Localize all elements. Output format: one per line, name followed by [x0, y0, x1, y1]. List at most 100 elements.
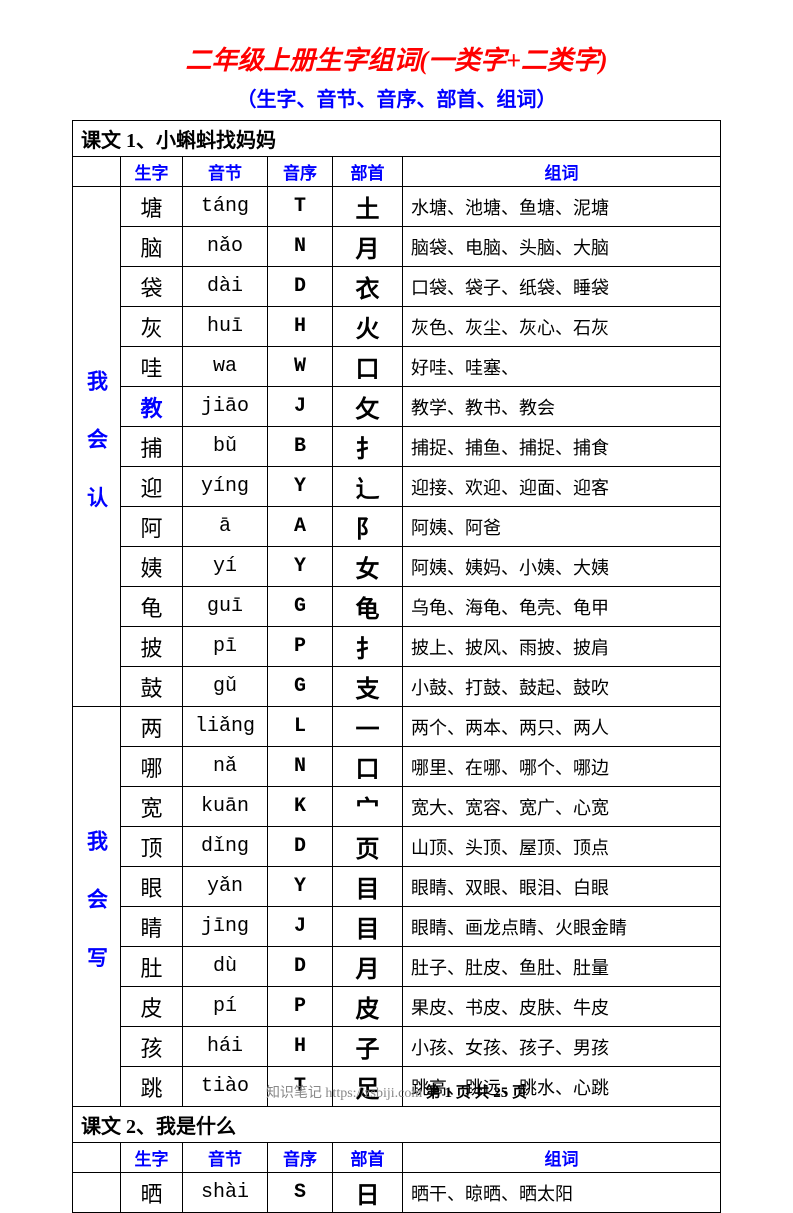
yinxu-cell: N: [268, 227, 333, 267]
bushou-cell: 扌: [333, 427, 403, 467]
bushou-cell: 阝: [333, 507, 403, 547]
shengzi-cell: 肚: [121, 947, 183, 987]
shengzi-cell: 晒: [121, 1173, 183, 1213]
shengzi-cell: 迎: [121, 467, 183, 507]
shengzi-cell: 顶: [121, 827, 183, 867]
yinjie-cell: yíng: [183, 467, 268, 507]
watermark-text: 知识笔记 https://zsbiji.com: [266, 1086, 422, 1101]
zuci-cell: 小鼓、打鼓、鼓起、鼓吹: [403, 667, 721, 707]
yinxu-cell: G: [268, 587, 333, 627]
zuci-cell: 眼睛、双眼、眼泪、白眼: [403, 867, 721, 907]
zuci-cell: 肚子、肚皮、鱼肚、肚量: [403, 947, 721, 987]
bushou-cell: 扌: [333, 627, 403, 667]
group-label: 我 会 写: [73, 707, 121, 1107]
zuci-cell: 水塘、池塘、鱼塘、泥塘: [403, 187, 721, 227]
group-label: 我 会 认: [73, 187, 121, 707]
bushou-cell: 攵: [333, 387, 403, 427]
yinjie-cell: dài: [183, 267, 268, 307]
yinjie-cell: guī: [183, 587, 268, 627]
shengzi-cell: 教: [121, 387, 183, 427]
yinxu-cell: P: [268, 987, 333, 1027]
bushou-cell: 子: [333, 1027, 403, 1067]
yinjie-cell: nǎo: [183, 227, 268, 267]
column-header: 组词: [403, 1143, 721, 1173]
yinjie-cell: jīng: [183, 907, 268, 947]
yinxu-cell: K: [268, 787, 333, 827]
yinxu-cell: H: [268, 1027, 333, 1067]
column-header: 音序: [268, 1143, 333, 1173]
zuci-cell: 阿姨、阿爸: [403, 507, 721, 547]
zuci-cell: 乌龟、海龟、龟壳、龟甲: [403, 587, 721, 627]
bushou-cell: 火: [333, 307, 403, 347]
yinjie-cell: bǔ: [183, 427, 268, 467]
shengzi-cell: 捕: [121, 427, 183, 467]
zuci-cell: 眼睛、画龙点睛、火眼金睛: [403, 907, 721, 947]
shengzi-cell: 眼: [121, 867, 183, 907]
shengzi-cell: 灰: [121, 307, 183, 347]
shengzi-cell: 姨: [121, 547, 183, 587]
shengzi-cell: 睛: [121, 907, 183, 947]
column-header: 部首: [333, 1143, 403, 1173]
shengzi-cell: 披: [121, 627, 183, 667]
yinxu-cell: Y: [268, 467, 333, 507]
shengzi-cell: 鼓: [121, 667, 183, 707]
bushou-cell: 土: [333, 187, 403, 227]
page-number: 第 1 页 共 25 页: [426, 1085, 527, 1101]
column-header: 音节: [183, 157, 268, 187]
shengzi-cell: 塘: [121, 187, 183, 227]
column-header: 生字: [121, 157, 183, 187]
bushou-cell: 一: [333, 707, 403, 747]
bushou-cell: 支: [333, 667, 403, 707]
yinxu-cell: J: [268, 907, 333, 947]
column-header: [73, 1143, 121, 1173]
yinxu-cell: A: [268, 507, 333, 547]
shengzi-cell: 宽: [121, 787, 183, 827]
yinjie-cell: yǎn: [183, 867, 268, 907]
yinxu-cell: T: [268, 187, 333, 227]
yinjie-cell: jiāo: [183, 387, 268, 427]
column-header: 音节: [183, 1143, 268, 1173]
shengzi-cell: 皮: [121, 987, 183, 1027]
shengzi-cell: 脑: [121, 227, 183, 267]
bushou-cell: 女: [333, 547, 403, 587]
yinjie-cell: ā: [183, 507, 268, 547]
yinxu-cell: D: [268, 827, 333, 867]
zuci-cell: 晒干、晾晒、晒太阳: [403, 1173, 721, 1213]
column-header: 部首: [333, 157, 403, 187]
yinxu-cell: D: [268, 947, 333, 987]
shengzi-cell: 两: [121, 707, 183, 747]
yinxu-cell: D: [268, 267, 333, 307]
yinjie-cell: kuān: [183, 787, 268, 827]
zuci-cell: 山顶、头顶、屋顶、顶点: [403, 827, 721, 867]
yinjie-cell: pí: [183, 987, 268, 1027]
shengzi-cell: 龟: [121, 587, 183, 627]
zuci-cell: 脑袋、电脑、头脑、大脑: [403, 227, 721, 267]
yinjie-cell: shài: [183, 1173, 268, 1213]
bushou-cell: 口: [333, 347, 403, 387]
yinjie-cell: yí: [183, 547, 268, 587]
yinxu-cell: Y: [268, 547, 333, 587]
zuci-cell: 披上、披风、雨披、披肩: [403, 627, 721, 667]
yinxu-cell: Y: [268, 867, 333, 907]
yinxu-cell: L: [268, 707, 333, 747]
yinjie-cell: pī: [183, 627, 268, 667]
yinjie-cell: wa: [183, 347, 268, 387]
bushou-cell: 页: [333, 827, 403, 867]
lesson-title: 课文 1、小蝌蚪找妈妈: [73, 121, 721, 157]
yinjie-cell: nǎ: [183, 747, 268, 787]
bushou-cell: 目: [333, 867, 403, 907]
zuci-cell: 口袋、袋子、纸袋、睡袋: [403, 267, 721, 307]
column-header: 音序: [268, 157, 333, 187]
yinxu-cell: W: [268, 347, 333, 387]
bushou-cell: 辶: [333, 467, 403, 507]
yinxu-cell: P: [268, 627, 333, 667]
zuci-cell: 捕捉、捕鱼、捕捉、捕食: [403, 427, 721, 467]
bushou-cell: 龟: [333, 587, 403, 627]
shengzi-cell: 哪: [121, 747, 183, 787]
page-title: 二年级上册生字组词(一类字+二类字): [72, 40, 721, 77]
zuci-cell: 两个、两本、两只、两人: [403, 707, 721, 747]
yinjie-cell: táng: [183, 187, 268, 227]
yinjie-cell: huī: [183, 307, 268, 347]
bushou-cell: 口: [333, 747, 403, 787]
lesson-title: 课文 2、我是什么: [73, 1107, 721, 1143]
